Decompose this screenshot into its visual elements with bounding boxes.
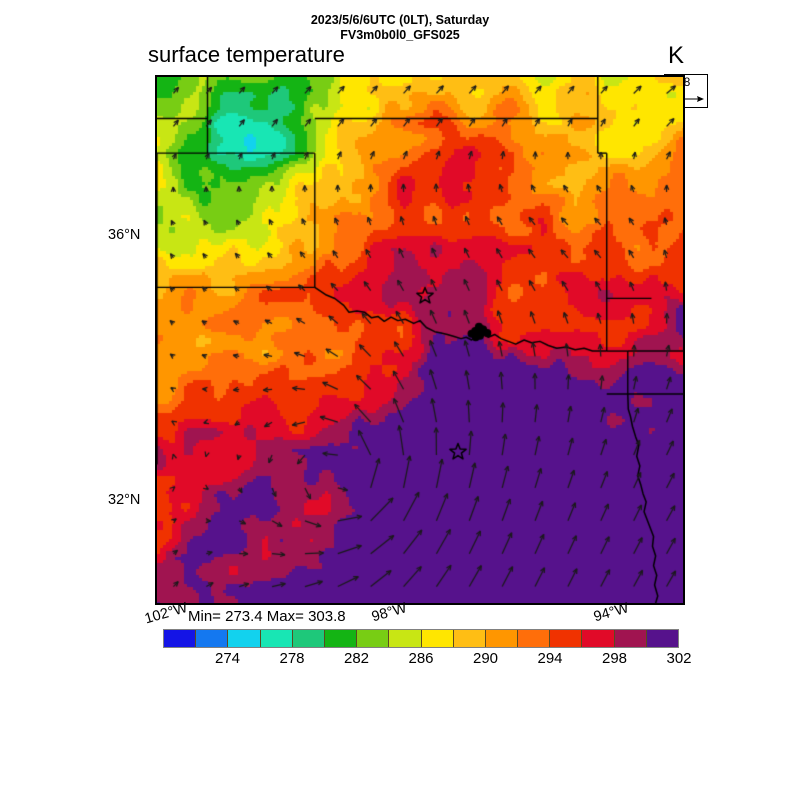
colorbar-cell bbox=[582, 630, 615, 647]
colorbar: 274 278 282 286 290 294 298 302 bbox=[163, 629, 692, 667]
colorbar-cell bbox=[292, 630, 325, 647]
map-plot-area[interactable] bbox=[155, 75, 685, 605]
colorbar-cell bbox=[260, 630, 293, 647]
colorbar-cell bbox=[324, 630, 358, 647]
latitude-tick-36n: 36°N bbox=[108, 227, 141, 243]
colorbar-cell bbox=[164, 630, 197, 647]
model-name-label: FV3m0b0l0_GFS025 bbox=[340, 28, 460, 42]
page-title: surface temperature bbox=[148, 42, 345, 67]
colorbar-cell bbox=[453, 630, 486, 647]
colorbar-cell bbox=[614, 630, 647, 647]
colorbar-tick-290: 290 bbox=[472, 650, 499, 667]
units-label: K bbox=[668, 42, 685, 69]
colorbar-tick-302: 302 bbox=[666, 650, 692, 667]
colorbar-cell bbox=[646, 630, 678, 647]
colorbar-swatches bbox=[163, 629, 679, 648]
colorbar-cell bbox=[485, 630, 519, 647]
colorbar-cell bbox=[389, 630, 422, 647]
colorbar-tick-274: 274 bbox=[214, 650, 241, 667]
reference-vector-value: 8 bbox=[683, 75, 691, 89]
colorbar-tick-294: 294 bbox=[537, 650, 563, 667]
colorbar-cell bbox=[228, 630, 261, 647]
colorbar-cell bbox=[518, 630, 551, 647]
colorbar-tick-278: 278 bbox=[279, 650, 305, 667]
min-max-statistics-label: Min= 273.4 Max= 303.8 bbox=[188, 608, 346, 625]
colorbar-tick-298: 298 bbox=[601, 650, 628, 667]
colorbar-cell bbox=[357, 630, 390, 647]
colorbar-tick-286: 286 bbox=[408, 650, 434, 667]
colorbar-cell bbox=[421, 630, 454, 647]
temperature-field-canvas bbox=[157, 77, 683, 603]
colorbar-cell bbox=[196, 630, 229, 647]
colorbar-tick-282: 282 bbox=[343, 650, 370, 667]
forecast-datetime-label: 2023/5/6/6UTC (0LT), Saturday bbox=[310, 13, 490, 27]
colorbar-cell bbox=[550, 630, 583, 647]
colorbar-tick-labels: 274 278 282 286 290 294 298 302 bbox=[163, 650, 692, 670]
latitude-tick-32n: 32°N bbox=[108, 492, 141, 508]
